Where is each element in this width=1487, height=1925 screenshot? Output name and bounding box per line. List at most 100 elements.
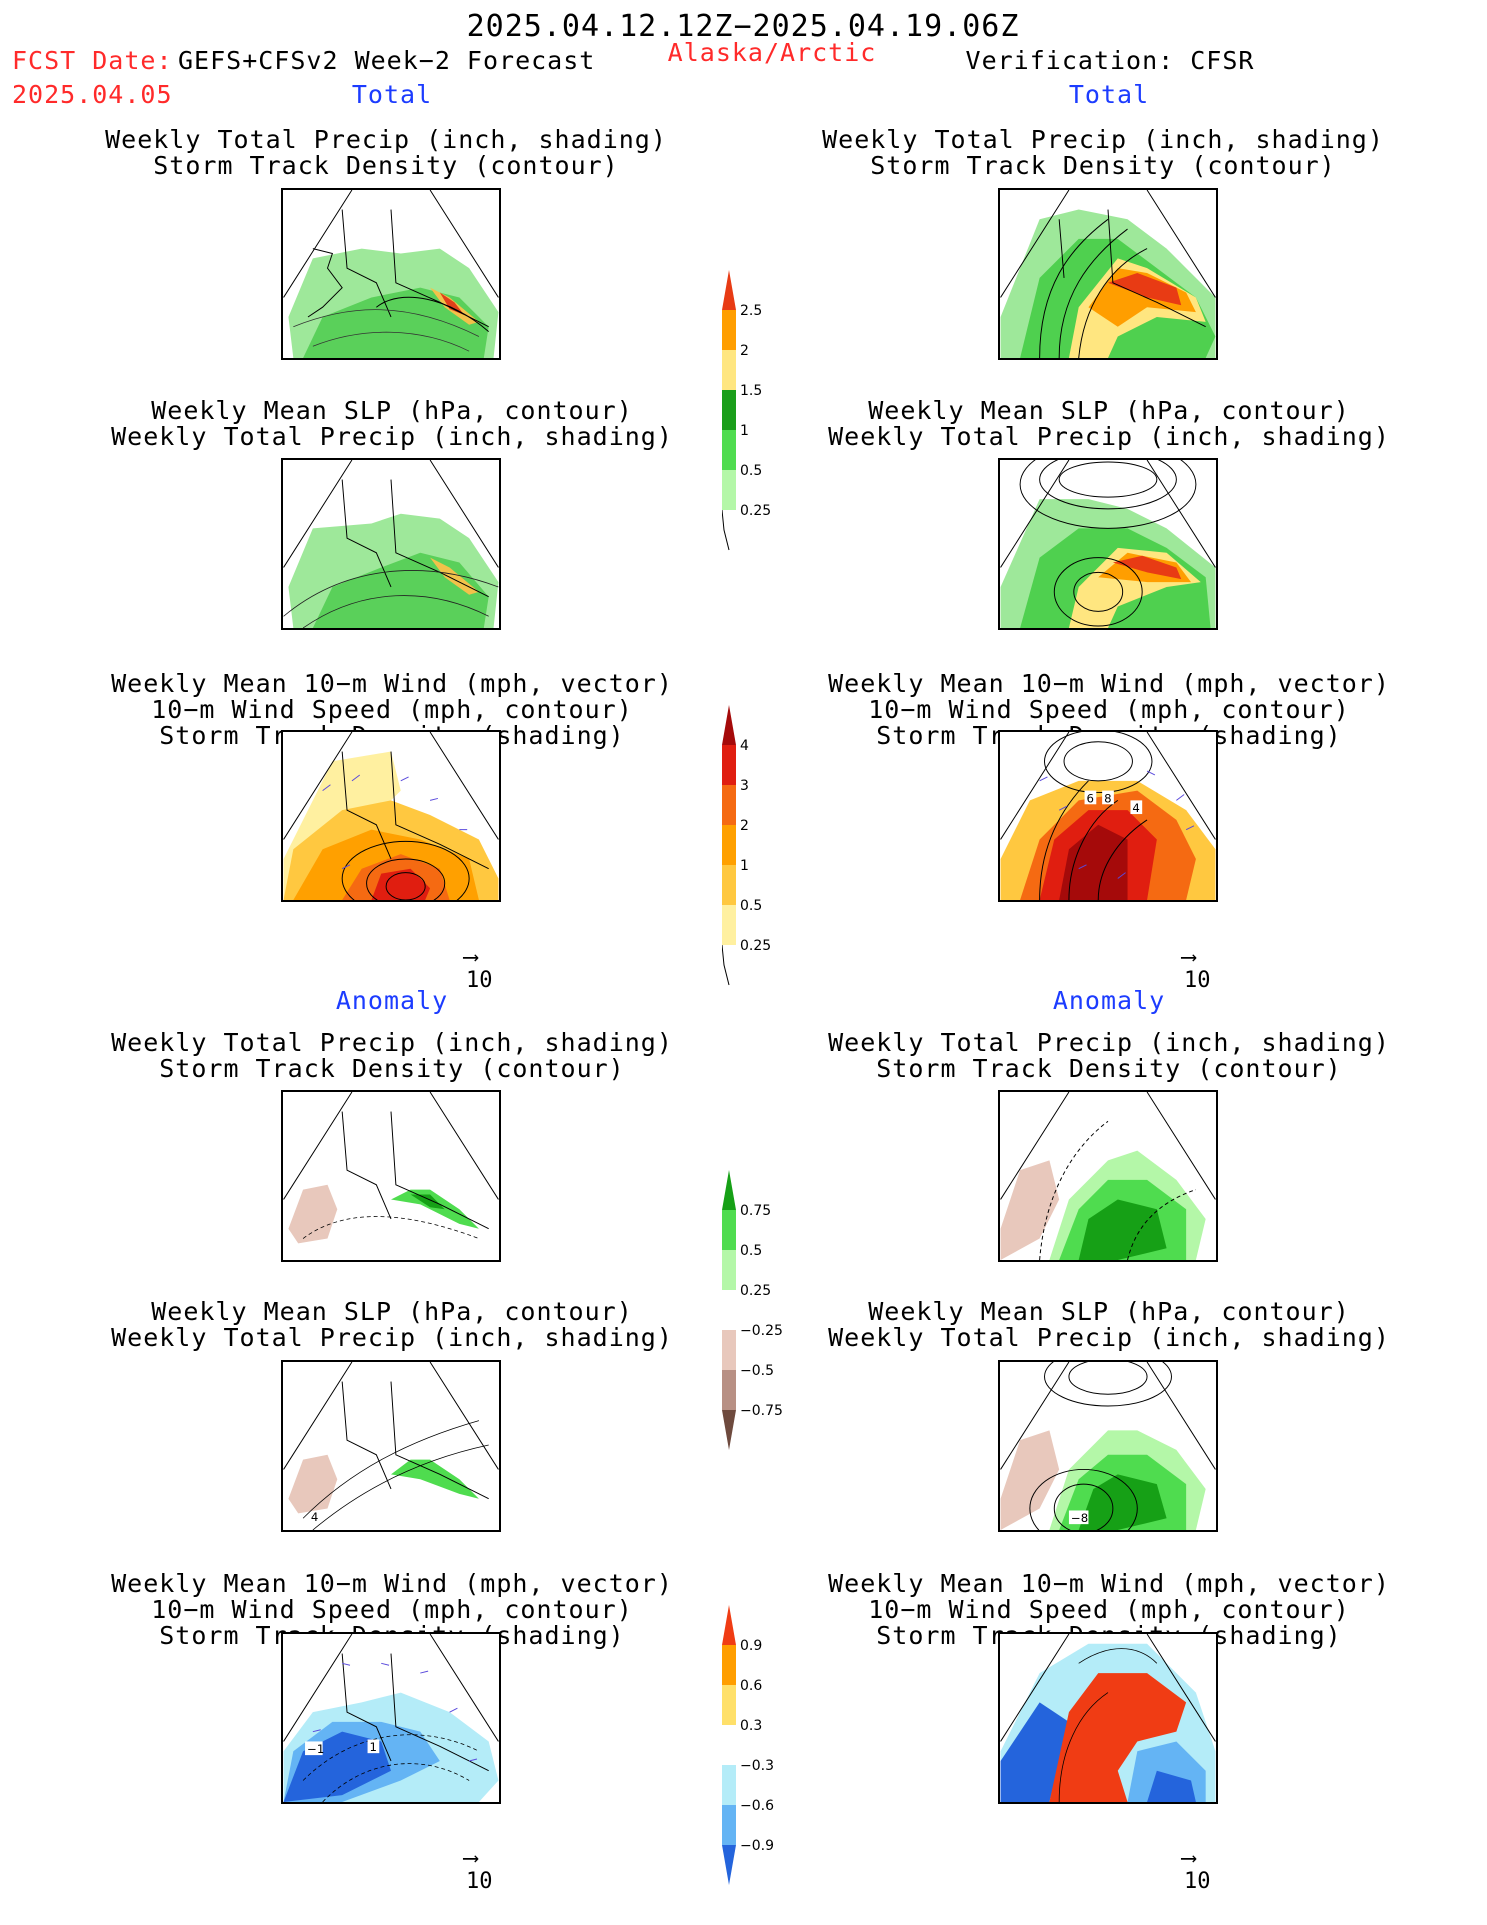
vector-reference-label: 10 xyxy=(1184,1869,1211,1894)
colorbar-tick-label: 3 xyxy=(740,778,749,794)
map-anom-precip-verification xyxy=(998,1090,1218,1262)
contour-label: −8 xyxy=(1071,1511,1088,1525)
colorbar-tick-label: 1 xyxy=(740,858,749,874)
map-image: 4 xyxy=(283,1362,499,1530)
map-anom-wind-forecast: −1 1 xyxy=(281,1632,501,1804)
contour-label: 8 xyxy=(1104,791,1111,805)
panel-title-total-slp-right: Weekly Mean SLP (hPa, contour) Weekly Tot… xyxy=(828,396,1390,451)
region-label: Alaska/Arctic xyxy=(667,38,877,67)
colorbar-tail xyxy=(721,509,730,551)
colorbar-storm-total: 4 3 2 1 0.5 0.25 xyxy=(721,705,822,990)
colorbar-graphic xyxy=(721,270,736,551)
vector-reference-arrow: ⟶ xyxy=(464,945,478,970)
contour-label: 4 xyxy=(311,1510,318,1524)
map-total-slp-forecast xyxy=(281,458,501,630)
colorbar-swatch xyxy=(722,1805,736,1845)
map-image: −1 1 xyxy=(283,1634,499,1802)
panel-title-anom-precip-left: Weekly Total Precip (inch, shading) Storm… xyxy=(111,1028,673,1083)
colorbar-tick-label: 4 xyxy=(740,738,749,754)
map-image: 6 8 4 xyxy=(1000,732,1216,900)
colorbar-tick-label: 0.25 xyxy=(740,503,772,519)
colorbar-swatch xyxy=(722,865,736,905)
vector-reference-label: 10 xyxy=(466,968,493,993)
colorbar-swatch xyxy=(722,1645,736,1685)
colorbar-cap xyxy=(722,1845,736,1885)
map-image xyxy=(283,190,499,358)
colorbar-tick-label: 0.5 xyxy=(740,898,763,914)
vector-reference-label: 10 xyxy=(466,1869,493,1894)
colorbar-tick-label: −0.6 xyxy=(740,1798,774,1814)
colorbar-swatch xyxy=(722,1765,736,1805)
colorbar-cap xyxy=(722,1410,736,1450)
colorbar-swatch xyxy=(722,390,736,430)
colorbar-swatch xyxy=(722,905,736,945)
colorbar-tick-label: 0.25 xyxy=(740,938,772,954)
map-total-wind-forecast xyxy=(281,730,501,902)
colorbar-precip-total: 2.5 2 1.5 1 0.5 0.25 xyxy=(721,270,822,560)
colorbar-swatch xyxy=(722,745,736,785)
colorbar-tick-label: 0.25 xyxy=(740,1283,772,1299)
colorbar-tick-label: 1 xyxy=(740,423,749,439)
map-image xyxy=(283,732,499,900)
map-image xyxy=(283,1092,499,1260)
colorbar-swatch xyxy=(722,310,736,350)
contour-label: 6 xyxy=(1087,791,1094,805)
colorbar-graphic xyxy=(721,705,736,986)
map-anom-slp-forecast: 4 xyxy=(281,1360,501,1532)
colorbar-graphic xyxy=(722,1605,736,1885)
vector-reference-arrow: ⟶ xyxy=(1182,945,1196,970)
colorbar-swatch xyxy=(722,470,736,510)
panel-title-total-precip-right: Weekly Total Precip (inch, shading) Storm… xyxy=(822,125,1384,180)
panel-title-total-slp-left: Weekly Mean SLP (hPa, contour) Weekly Tot… xyxy=(111,396,673,451)
colorbar-swatch xyxy=(722,1250,736,1290)
colorbar-swatch xyxy=(722,1210,736,1250)
fcst-model: GEFS+CFSv2 Week−2 Forecast xyxy=(178,46,596,75)
contour-label: 1 xyxy=(370,1740,377,1754)
colorbar-tick-label: 0.3 xyxy=(740,1718,763,1734)
panel-title-anom-slp-right: Weekly Mean SLP (hPa, contour) Weekly Tot… xyxy=(828,1297,1390,1352)
colorbar-cap xyxy=(722,1605,736,1645)
colorbar-swatch xyxy=(722,1330,736,1370)
map-image xyxy=(1000,1092,1216,1260)
colorbar-swatch xyxy=(722,1725,736,1765)
colorbar-tick-label: −0.75 xyxy=(740,1403,783,1419)
colorbar-swatch xyxy=(722,825,736,865)
colorbar-tick-label: 2 xyxy=(740,343,749,359)
section-total-right: Total xyxy=(1068,80,1150,109)
vector-reference-arrow: ⟶ xyxy=(1182,1846,1196,1871)
colorbar-tick-label: −0.5 xyxy=(740,1363,774,1379)
colorbar-tick-label: 0.6 xyxy=(740,1678,763,1694)
section-anomaly-right: Anomaly xyxy=(1052,986,1166,1015)
map-image: −8 xyxy=(1000,1362,1216,1530)
colorbar-swatch xyxy=(722,1370,736,1410)
contour-label: 4 xyxy=(1132,801,1139,815)
colorbar-tick-label: 2 xyxy=(740,818,749,834)
colorbar-tick-label: 0.5 xyxy=(740,463,763,479)
colorbar-swatch xyxy=(722,350,736,390)
colorbar-tick-label: 0.5 xyxy=(740,1243,763,1259)
map-image xyxy=(1000,460,1216,628)
colorbar-precip-anomaly: 0.75 0.5 0.25 −0.25 −0.5 −0.75 xyxy=(722,1170,822,1460)
valid-period-title: 2025.04.12.12Z−2025.04.19.06Z xyxy=(466,9,1020,44)
vector-reference-arrow: ⟶ xyxy=(464,1846,478,1871)
map-image xyxy=(1000,1634,1216,1802)
map-image xyxy=(283,460,499,628)
colorbar-cap xyxy=(722,270,736,310)
section-total-left: Total xyxy=(351,80,433,109)
colorbar-swatch xyxy=(722,1685,736,1725)
map-total-precip-forecast xyxy=(281,188,501,360)
map-total-wind-verification: 6 8 4 xyxy=(998,730,1218,902)
colorbar-tick-label: 1.5 xyxy=(740,383,763,399)
colorbar-swatch xyxy=(722,785,736,825)
vector-reference-label: 10 xyxy=(1184,968,1211,993)
map-total-precip-verification xyxy=(998,188,1218,360)
map-anom-slp-verification: −8 xyxy=(998,1360,1218,1532)
verification-label: Verification: CFSR xyxy=(965,46,1255,75)
colorbar-cap xyxy=(722,1170,736,1210)
map-anom-precip-forecast xyxy=(281,1090,501,1262)
colorbar-graphic xyxy=(722,1170,736,1450)
map-image xyxy=(1000,190,1216,358)
colorbar-tick-label: 0.75 xyxy=(740,1203,772,1219)
colorbar-swatch xyxy=(722,1290,736,1330)
map-total-slp-verification xyxy=(998,458,1218,630)
